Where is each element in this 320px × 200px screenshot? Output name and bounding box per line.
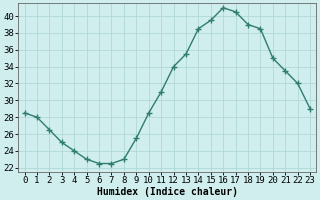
X-axis label: Humidex (Indice chaleur): Humidex (Indice chaleur) [97, 186, 238, 197]
